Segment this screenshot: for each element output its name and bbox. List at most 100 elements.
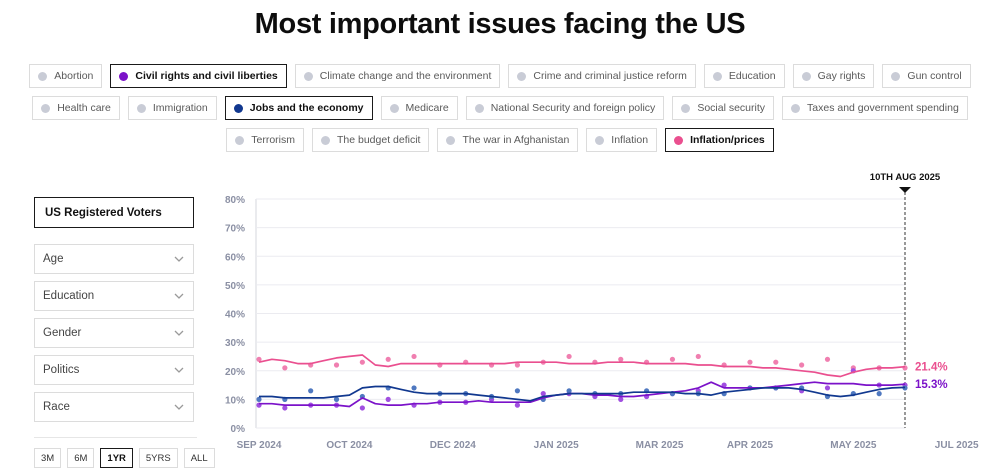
- legend-dot-icon: [517, 71, 527, 81]
- data-point[interactable]: [876, 391, 882, 397]
- issue-chip-inflation-prices[interactable]: Inflation/prices: [665, 128, 774, 152]
- issue-chip-taxes-and-government-spending[interactable]: Taxes and government spending: [782, 96, 968, 120]
- data-point[interactable]: [747, 359, 753, 365]
- issue-chip-the-war-in-afghanistan[interactable]: The war in Afghanistan: [437, 128, 579, 152]
- issue-chip-civil-rights-and-civil-liberties[interactable]: Civil rights and civil liberties: [110, 64, 287, 88]
- data-point[interactable]: [359, 405, 365, 411]
- data-point[interactable]: [540, 391, 546, 397]
- data-point[interactable]: [695, 353, 701, 360]
- issue-chip-social-security[interactable]: Social security: [672, 96, 775, 120]
- x-tick-label: SEP 2024: [237, 440, 282, 451]
- filter-list: Age Education Gender Politics Race: [34, 244, 194, 422]
- divider: [34, 437, 197, 438]
- x-tick-label: APR 2025: [727, 440, 774, 451]
- legend-dot-icon: [712, 71, 722, 81]
- data-point[interactable]: [514, 388, 521, 394]
- issue-chip-climate-change-and-the-environment[interactable]: Climate change and the environment: [294, 64, 501, 88]
- data-point[interactable]: [773, 359, 779, 365]
- issue-chip-crime-and-criminal-justice-reform[interactable]: Crime and criminal justice reform: [508, 64, 696, 88]
- range-button-all[interactable]: ALL: [183, 448, 215, 468]
- data-point[interactable]: [411, 385, 417, 391]
- data-point[interactable]: [282, 405, 288, 411]
- data-point[interactable]: [385, 396, 391, 402]
- issue-chip-label: Social security: [697, 102, 766, 114]
- issue-chip-label: Climate change and the environment: [319, 70, 492, 82]
- data-point[interactable]: [256, 356, 262, 362]
- issue-chip-row: Health care Immigration Jobs and the econo…: [0, 96, 1000, 120]
- data-point[interactable]: [566, 388, 572, 394]
- issue-chip-label: Terrorism: [251, 134, 295, 146]
- data-point[interactable]: [385, 356, 391, 362]
- legend-dot-icon: [801, 71, 811, 81]
- data-point[interactable]: [333, 362, 340, 368]
- y-tick-label: 80%: [225, 195, 245, 206]
- data-point[interactable]: [411, 353, 417, 360]
- x-tick-label: JAN 2025: [534, 440, 579, 451]
- data-point[interactable]: [618, 356, 624, 362]
- filter-dropdown-age[interactable]: Age: [34, 244, 194, 274]
- issue-chip-label: Gun control: [907, 70, 962, 82]
- issue-chip-the-budget-deficit[interactable]: The budget deficit: [311, 128, 430, 152]
- data-point[interactable]: [721, 382, 727, 388]
- data-point[interactable]: [514, 402, 521, 408]
- data-point[interactable]: [618, 396, 624, 402]
- range-button-1yr[interactable]: 1YR: [100, 448, 133, 468]
- issue-chip-immigration[interactable]: Immigration: [127, 96, 217, 120]
- issue-chip-inflation[interactable]: Inflation: [586, 128, 658, 152]
- y-tick-label: 20%: [225, 367, 245, 378]
- issue-chip-label: Crime and criminal justice reform: [533, 70, 687, 82]
- issue-chip-label: Jobs and the economy: [249, 102, 364, 114]
- legend-dot-icon: [233, 103, 243, 113]
- legend-dot-icon: [446, 135, 456, 145]
- legend-dot-icon: [235, 135, 245, 145]
- range-button-3m[interactable]: 3M: [34, 448, 62, 468]
- legend-dot-icon: [38, 71, 48, 81]
- data-point[interactable]: [359, 359, 365, 365]
- series-line-inflation-prices: [258, 354, 906, 378]
- legend-dot-icon: [674, 135, 684, 145]
- data-point[interactable]: [514, 362, 521, 368]
- legend-dot-icon: [136, 103, 146, 113]
- issue-chip-label: Education: [728, 70, 776, 82]
- chevron-down-icon: [174, 404, 184, 410]
- population-selector[interactable]: US Registered Voters: [34, 197, 194, 228]
- legend-dot-icon: [389, 103, 399, 113]
- issue-chip-gay-rights[interactable]: Gay rights: [792, 64, 875, 88]
- issue-chip-health-care[interactable]: Health care: [32, 96, 120, 120]
- filter-label: Gender: [43, 327, 82, 339]
- series-end-label: 15.3%: [915, 379, 948, 391]
- legend-dot-icon: [474, 103, 484, 113]
- data-point[interactable]: [256, 396, 262, 402]
- data-point[interactable]: [282, 365, 288, 371]
- data-point[interactable]: [566, 353, 572, 360]
- issue-chip-national-security-and-foreign-policy[interactable]: National Security and foreign policy: [465, 96, 665, 120]
- series-end-label: 21.4%: [915, 362, 948, 374]
- issue-chip-terrorism[interactable]: Terrorism: [226, 128, 304, 152]
- issue-chip-label: Gay rights: [817, 70, 866, 82]
- data-point[interactable]: [308, 388, 314, 394]
- data-point[interactable]: [669, 356, 676, 362]
- issue-chip-education[interactable]: Education: [703, 64, 785, 88]
- filter-dropdown-education[interactable]: Education: [34, 281, 194, 311]
- issue-chip-label: Inflation/prices: [690, 134, 765, 146]
- issue-chip-label: Abortion: [54, 70, 94, 82]
- filter-dropdown-politics[interactable]: Politics: [34, 355, 194, 385]
- data-point[interactable]: [824, 385, 831, 391]
- sidebar: US Registered Voters Age Education Gender P…: [34, 197, 194, 429]
- issue-chip-jobs-and-the-economy[interactable]: Jobs and the economy: [224, 96, 373, 120]
- issue-chip-list: Abortion Civil rights and civil liberties…: [0, 64, 1000, 160]
- data-point[interactable]: [799, 362, 805, 368]
- data-point[interactable]: [824, 356, 831, 362]
- data-point[interactable]: [333, 396, 340, 402]
- issue-chip-gun-control[interactable]: Gun control: [882, 64, 971, 88]
- legend-dot-icon: [681, 103, 691, 113]
- issue-chip-abortion[interactable]: Abortion: [29, 64, 103, 88]
- range-button-5yrs[interactable]: 5YRS: [138, 448, 178, 468]
- issue-chip-medicare[interactable]: Medicare: [380, 96, 458, 120]
- issue-chip-label: Taxes and government spending: [807, 102, 959, 114]
- chevron-down-icon: [174, 367, 184, 373]
- filter-dropdown-race[interactable]: Race: [34, 392, 194, 422]
- range-button-6m[interactable]: 6M: [67, 448, 95, 468]
- filter-dropdown-gender[interactable]: Gender: [34, 318, 194, 348]
- chevron-down-icon: [174, 256, 184, 262]
